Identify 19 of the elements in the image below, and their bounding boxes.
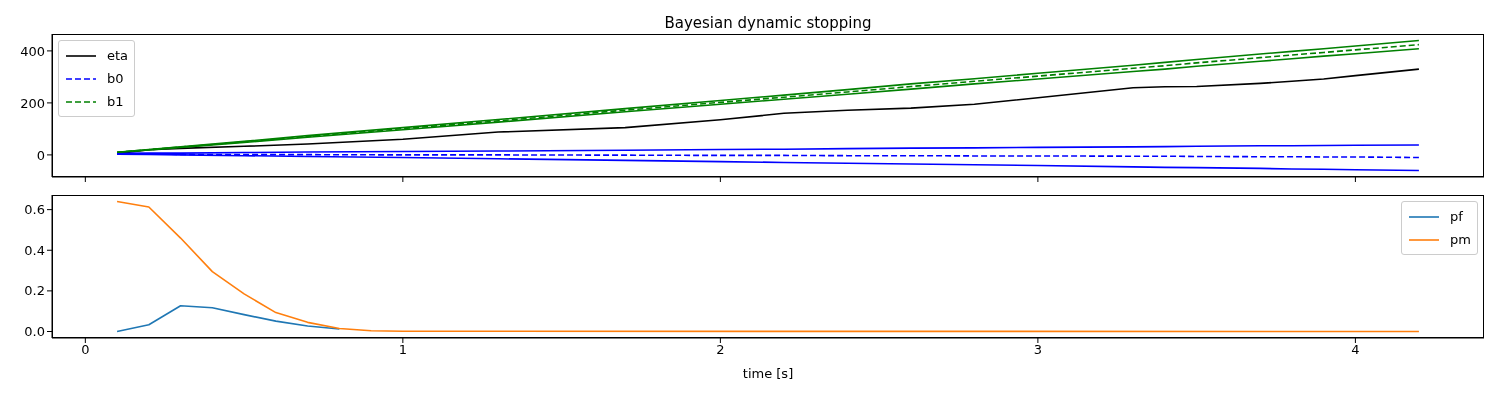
y-tick-label: 400 — [20, 43, 45, 59]
x-tick-label: 1 — [398, 342, 407, 358]
y-tick-label: 0.2 — [24, 283, 45, 299]
y-tick-label: 0.0 — [24, 324, 45, 340]
legend-label: pf — [1450, 209, 1463, 224]
x-tick-label: 2 — [716, 342, 725, 358]
x-axis-title: time [s] — [742, 366, 794, 381]
legend-label: eta — [107, 48, 129, 63]
legend-label: b1 — [107, 94, 124, 109]
x-tick-label: 3 — [1033, 342, 1043, 358]
x-tick-label: 0 — [81, 342, 90, 358]
y-tick-label: 0.6 — [24, 202, 45, 218]
x-tick-label: 4 — [1351, 342, 1360, 358]
y-tick-label: 200 — [20, 95, 45, 111]
y-tick-label: 0.4 — [24, 242, 45, 258]
legend-label: b0 — [107, 71, 124, 86]
chart-title: Bayesian dynamic stopping — [663, 14, 873, 32]
legend-label: pm — [1450, 232, 1471, 247]
y-tick-label: 0 — [36, 147, 45, 163]
